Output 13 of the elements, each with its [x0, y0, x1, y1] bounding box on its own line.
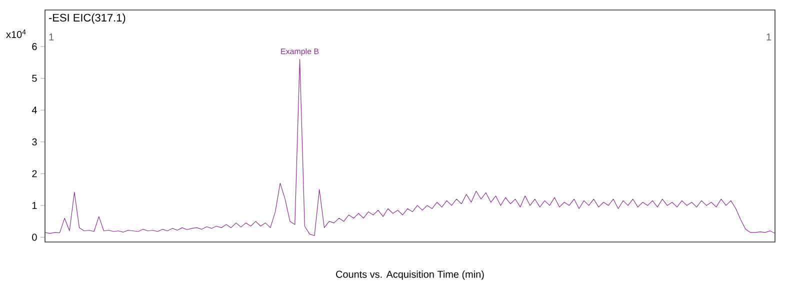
chart-title: -ESI EIC(317.1): [49, 14, 126, 24]
line-series: [45, 58, 776, 236]
y-tick-label: 1: [32, 202, 37, 209]
x-axis-title: Counts vs. Acquisition Time (min): [336, 270, 484, 280]
annotation: 1: [49, 34, 54, 40]
annotation: 1: [766, 34, 772, 40]
y-axis-title: x10$^{4}$: [6, 30, 26, 38]
y-tick-label: 5: [32, 74, 37, 82]
y-tick-label: 0: [32, 234, 37, 241]
y-tick-label: 2: [32, 170, 37, 178]
y-tick-label: 6: [32, 43, 37, 50]
y-tick-label: 4: [32, 106, 37, 114]
y-tick-label: 3: [32, 138, 37, 146]
